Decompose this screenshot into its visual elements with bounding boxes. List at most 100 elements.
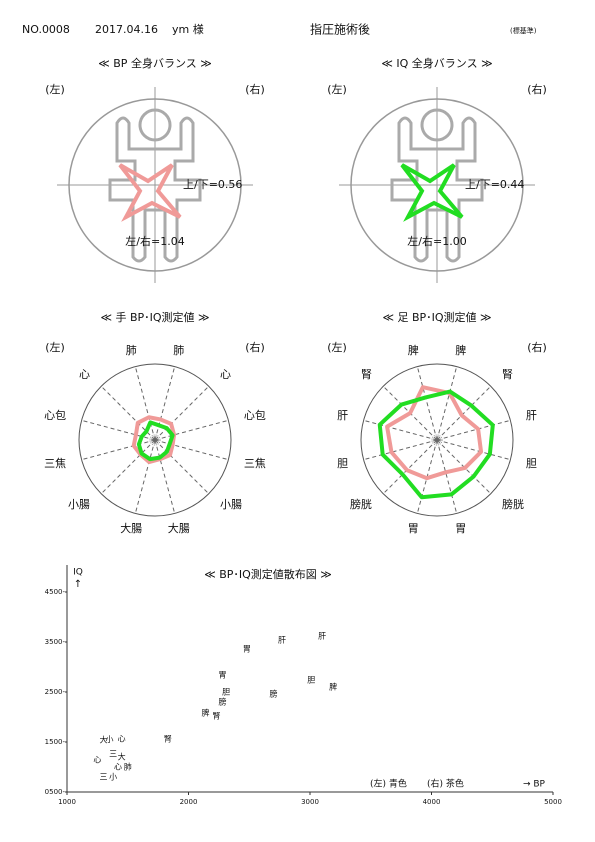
- category-label: 三焦: [244, 457, 266, 470]
- point-label: 肝: [318, 632, 326, 641]
- legend-entry: (左) 青色: [370, 778, 407, 790]
- radar-outline: [78, 363, 232, 517]
- chart-title: ≪ BP･IQ測定値散布図 ≫: [204, 567, 332, 581]
- y-tick-label: 2500-: [45, 688, 66, 696]
- radar-spoke: [100, 439, 156, 495]
- figure: [108, 108, 202, 263]
- y-axis-label: IQ: [73, 568, 83, 578]
- side-label: (右): [245, 82, 265, 96]
- point-label: 胃: [243, 645, 251, 654]
- point-label: 胆: [307, 676, 315, 685]
- balance-star: [400, 163, 464, 222]
- date: 2017.04.16: [95, 23, 158, 36]
- category-label: 腎: [502, 368, 513, 381]
- category-label: 脾: [408, 343, 419, 357]
- y-axis-arrow: ↑: [74, 579, 82, 590]
- point-label: 膀: [270, 689, 278, 699]
- radar-spoke: [154, 385, 210, 441]
- panel-title: ≪ BP 全身バランス ≫: [98, 56, 211, 70]
- radar-spoke: [154, 439, 176, 514]
- figure-head: [138, 108, 172, 142]
- chart-title: ≪ 足 BP･IQ測定値 ≫: [382, 310, 491, 324]
- point-label: 心: [114, 763, 122, 772]
- radar-spoke: [154, 439, 210, 495]
- point-label: 三: [99, 773, 107, 782]
- radar-spoke: [382, 439, 438, 495]
- radar-spoke: [436, 385, 492, 441]
- x-tick-label: 1000: [58, 798, 76, 806]
- point-label: 大: [99, 735, 107, 745]
- figure-head: [420, 108, 454, 142]
- radar-spoke: [363, 419, 438, 441]
- figure: [390, 108, 484, 263]
- point-label: 肝: [278, 636, 286, 645]
- category-label: 三焦: [44, 457, 66, 470]
- patient-name: ym 様: [172, 22, 204, 36]
- category-label: 肺: [126, 344, 137, 357]
- radar-outline: [360, 363, 514, 517]
- category-label: 心包: [44, 409, 66, 422]
- chart-title: ≪ 手 BP･IQ測定値 ≫: [100, 310, 209, 324]
- radar-line: [385, 385, 484, 481]
- point-label: 膀: [219, 697, 227, 707]
- side-label: (右): [245, 340, 265, 354]
- radar-line: [377, 389, 495, 500]
- x-tick-label: 4000: [423, 798, 441, 806]
- radar-spoke: [81, 419, 156, 441]
- radar-inner: [431, 434, 443, 446]
- side-label: (左): [45, 83, 65, 96]
- radar-spoke: [436, 439, 511, 461]
- radar-spoke: [81, 439, 156, 461]
- y-tick-label: 4500-: [45, 588, 66, 596]
- radar-spoke: [436, 366, 458, 441]
- category-label: 肝: [337, 409, 348, 422]
- point-label: 胆: [222, 688, 230, 697]
- point-label: 小: [109, 773, 117, 782]
- radar-spoke: [363, 439, 438, 461]
- panel-title: ≪ IQ 全身バランス ≫: [381, 56, 492, 70]
- note: (標基準): [510, 26, 537, 35]
- point-label: 大: [118, 752, 126, 762]
- category-label: 胃: [455, 522, 466, 535]
- session-title: 指圧施術後: [310, 22, 370, 37]
- category-label: 脾: [455, 343, 466, 357]
- radar-inner: [149, 434, 161, 446]
- point-label: 腎: [212, 712, 220, 721]
- point-label: 心: [118, 735, 126, 744]
- point-label: 腎: [164, 735, 172, 744]
- radar-spoke: [100, 385, 156, 441]
- category-label: 小腸: [220, 498, 242, 511]
- side-label: (左): [327, 341, 347, 354]
- y-tick-label: 3500-: [45, 638, 66, 646]
- x-tick-label: 3000: [301, 798, 319, 806]
- category-label: 心: [220, 368, 231, 381]
- radar-spoke: [154, 419, 229, 441]
- ud-ratio: 上/下=0.56: [183, 178, 242, 191]
- balance-star: [118, 163, 182, 222]
- y-tick-label: 1500-: [45, 738, 66, 746]
- radar-spoke: [134, 366, 156, 441]
- point-label: 肺: [124, 763, 132, 772]
- side-label: (右): [527, 340, 547, 354]
- radar-spoke: [416, 366, 438, 441]
- category-label: 小腸: [68, 498, 90, 511]
- side-label: (左): [327, 83, 347, 96]
- category-label: 心: [79, 368, 90, 381]
- category-label: 胃: [408, 522, 419, 535]
- category-label: 膀胱: [350, 497, 372, 511]
- lr-ratio: 左/右=1.04: [125, 234, 184, 248]
- point-label: 胃: [219, 671, 227, 680]
- radar-spoke: [134, 439, 156, 514]
- x-tick-label: 5000: [544, 798, 562, 806]
- category-label: 肺: [173, 344, 184, 357]
- legend-entry: (右) 茶色: [427, 778, 464, 790]
- ud-ratio: 上/下=0.44: [465, 178, 524, 191]
- category-label: 肝: [526, 409, 537, 422]
- radar-spoke: [436, 419, 511, 441]
- category-label: 大腸: [120, 521, 142, 535]
- point-label: 脾: [202, 708, 210, 718]
- lr-ratio: 左/右=1.00: [407, 234, 466, 248]
- record-no: NO.0008: [22, 23, 70, 36]
- category-label: 大腸: [168, 521, 190, 535]
